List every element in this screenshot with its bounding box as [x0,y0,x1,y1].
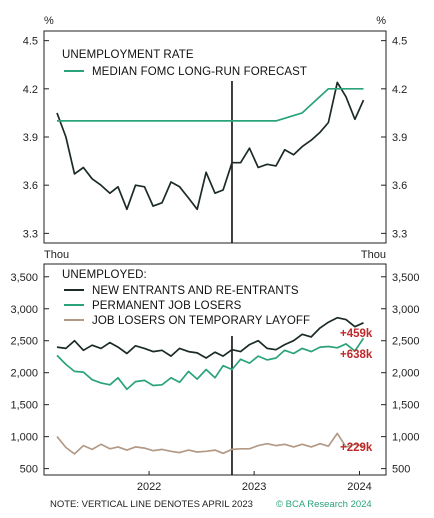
legend-fomc-forecast: MEDIAN FOMC LONG-RUN FORECAST [92,66,307,78]
top-series-line-0 [56,81,365,211]
bottom-ytick-label-left: 3,500 [10,272,38,284]
bottom-ytick-label-left: 1,500 [10,400,38,412]
top-series-line-1 [57,87,364,122]
bottom-legend: UNEMPLOYED: NEW ENTRANTS AND RE-ENTRANTS… [62,269,310,327]
bottom-ytick-label-left: 3,000 [10,304,38,316]
top-ytick-label-left: 3.3 [23,228,38,240]
top-left-unit: % [44,15,54,27]
top-ytick-label-right: 4.2 [392,84,407,96]
bottom-ytick-label-left: 2,500 [10,336,38,348]
bottom-ytick-label-right: 3,500 [392,272,420,284]
bottom-series-group [56,316,365,455]
top-ytick-label-left: 3.6 [23,180,38,192]
top-ytick-label-right: 3.6 [392,180,407,192]
footer-credit: © BCA Research 2024 [276,499,372,510]
bottom-y-axis: 3,500 3,500 3,000 3,000 2,500 2,500 2,000 2,000… [10,272,419,476]
bottom-series-line-1 [56,337,365,391]
end-label-new-entrants: +459k [340,328,373,340]
top-ytick-label-left: 4.5 [23,36,38,48]
xtick-label: 2022 [137,481,161,493]
bottom-series-line-0 [56,316,364,359]
bottom-left-unit: Thou [44,249,69,261]
top-ytick-label-left: 4.2 [23,84,38,96]
bottom-series-line-2 [56,432,364,455]
top-panel-frame [43,30,387,244]
end-label-permanent: +638k [340,349,373,361]
bottom-ytick-label-right: 1,500 [392,400,420,412]
bottom-panel-frame [43,263,387,476]
xtick-label: 2024 [347,481,371,493]
top-y-axis: 4.5 4.5 4.2 4.2 3.9 3.9 3.6 3.6 3.3 3.3 [23,36,408,241]
top-ytick-label-right: 3.9 [392,132,407,144]
legend-new-entrants: NEW ENTRANTS AND RE-ENTRANTS [92,285,299,297]
legend-unemployment-rate: UNEMPLOYMENT RATE [62,49,194,61]
bottom-ytick-label-left: 2,000 [10,368,38,380]
bottom-ytick-label-right: 2,500 [392,336,420,348]
top-ytick-label-right: 3.3 [392,228,407,240]
top-right-unit: % [376,15,386,27]
bottom-ytick-label-left: 500 [20,464,38,476]
bottom-ytick-label-right: 2,000 [392,368,420,380]
xtick-label: 2023 [242,481,266,493]
end-label-temporary: +229k [340,442,373,454]
legend-temporary: JOB LOSERS ON TEMPORARY LAYOFF [92,315,310,327]
x-axis: 2022 2023 2024 [137,471,372,493]
top-ytick-label-right: 4.5 [392,36,407,48]
legend-permanent: PERMANENT JOB LOSERS [92,300,242,312]
top-series-group [56,81,365,211]
bottom-ytick-label-right: 500 [392,464,410,476]
bottom-ytick-label-right: 1,000 [392,432,420,444]
bottom-ytick-label-right: 3,000 [392,304,420,316]
bottom-right-unit: Thou [361,249,386,261]
bottom-ytick-label-left: 1,000 [10,432,38,444]
legend-unemployed-header: UNEMPLOYED: [62,269,147,281]
footer-note: NOTE: VERTICAL LINE DENOTES APRIL 2023 [50,499,253,510]
top-legend: UNEMPLOYMENT RATE MEDIAN FOMC LONG-RUN F… [62,49,307,78]
top-ytick-label-left: 3.9 [23,132,38,144]
